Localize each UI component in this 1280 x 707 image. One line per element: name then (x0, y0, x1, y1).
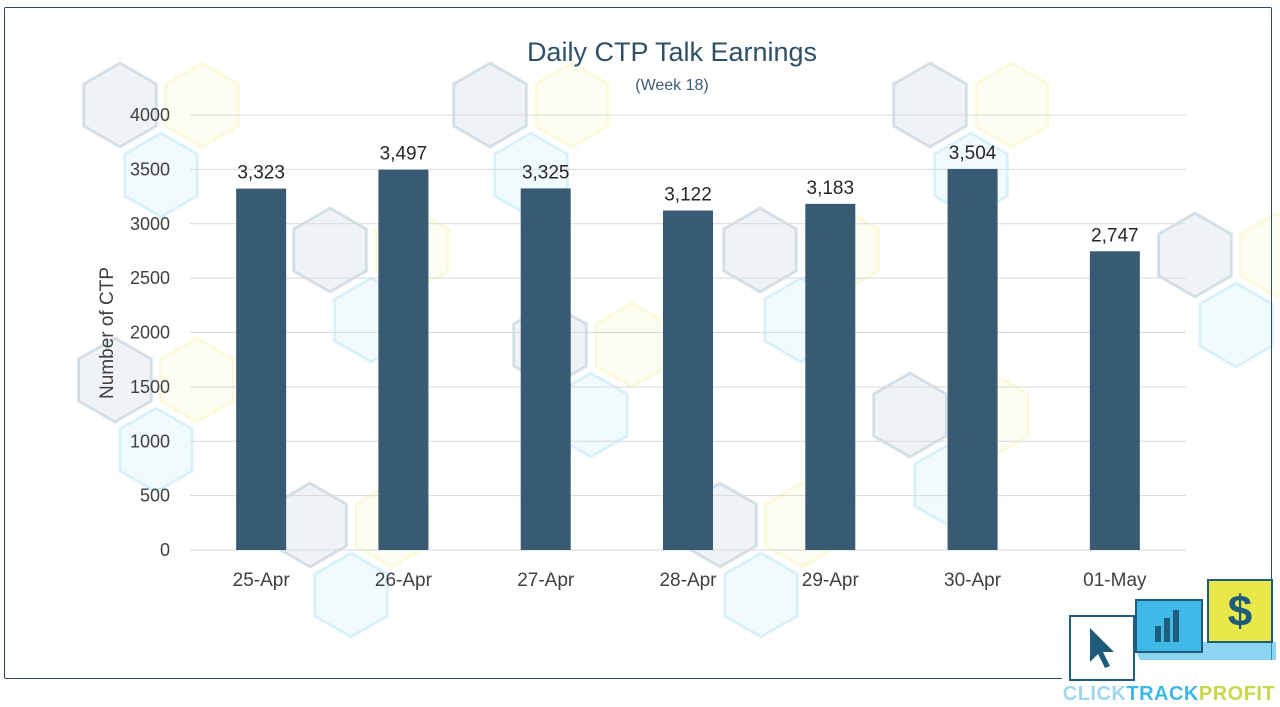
data-label: 3,122 (664, 184, 712, 205)
x-category-label: 25-Apr (233, 570, 291, 591)
chart-title: Daily CTP Talk Earnings (527, 37, 817, 67)
watermark-hexagon (159, 336, 235, 424)
logo-brand-text: CLICKTRACKPROFIT (1063, 683, 1275, 704)
y-tick-label: 1500 (130, 377, 170, 397)
x-category-label: 29-Apr (802, 570, 860, 591)
watermark-hexagon (892, 61, 968, 149)
y-tick-label: 4000 (130, 105, 170, 125)
watermark-hexagon (82, 61, 158, 149)
bar (378, 169, 429, 551)
data-label: 3,183 (807, 178, 855, 199)
watermark-hexagon (164, 61, 240, 149)
bar (236, 188, 287, 550)
data-label: 2,747 (1091, 225, 1139, 246)
x-category-label: 26-Apr (375, 570, 433, 591)
cursor-icon (1090, 628, 1114, 668)
bar (1089, 251, 1140, 551)
watermark-hexagon (313, 551, 389, 639)
x-category-label: 27-Apr (517, 570, 575, 591)
y-axis-label: Number of CTP (97, 267, 118, 399)
data-label: 3,504 (949, 143, 997, 164)
clicktrackprofit-logo: $ CLICKTRACKPROFIT (1062, 579, 1276, 704)
chart-frame (4, 7, 1272, 679)
watermark-hexagon (1239, 211, 1280, 299)
x-category-label: 30-Apr (944, 570, 1002, 591)
data-label: 3,325 (522, 162, 570, 183)
y-tick-label: 0 (160, 540, 170, 560)
x-axis-categories: 25-Apr 26-Apr 27-Apr 28-Apr 29-Apr 30-Apr 01-M… (233, 570, 1147, 591)
y-tick-label: 3500 (130, 159, 170, 179)
data-labels: 3,323 3,497 3,325 3,122 3,183 3,504 2,747 (237, 143, 1138, 246)
logo-brand-track: TRACK (1126, 683, 1199, 704)
bars (236, 168, 1140, 551)
watermark-hexagon (1157, 211, 1233, 299)
watermark-hexagon (452, 61, 528, 149)
watermark-hexagon (722, 206, 798, 294)
x-category-label: 28-Apr (659, 570, 717, 591)
y-tick-label: 500 (140, 486, 170, 506)
watermark-hexagon (123, 131, 199, 219)
watermark-hexagon (1198, 281, 1274, 369)
data-label: 3,497 (380, 144, 428, 165)
watermark-hexagon (292, 206, 368, 294)
watermark-hexagon (77, 336, 153, 424)
chart-subtitle: (Week 18) (635, 77, 709, 94)
bar (805, 203, 856, 550)
watermark-hexagon (534, 61, 610, 149)
bar (520, 188, 571, 550)
watermark-hexagon (118, 406, 194, 494)
y-tick-label: 3000 (130, 214, 170, 234)
y-tick-label: 2500 (130, 268, 170, 288)
y-axis-ticks: 0 500 1000 1500 2000 2500 3000 3500 4000 (130, 105, 170, 560)
bar-chart-icon (1155, 610, 1179, 642)
bar (663, 210, 713, 551)
bar (947, 168, 998, 550)
data-label: 3,323 (237, 163, 285, 184)
dollar-icon: $ (1228, 587, 1252, 636)
x-category-label: 01-May (1083, 570, 1147, 591)
y-tick-label: 1000 (130, 431, 170, 451)
watermark-hexagon (872, 371, 948, 459)
logo-brand-profit: PROFIT (1199, 683, 1275, 704)
dollar-icon-box (1207, 579, 1273, 643)
watermark-hexagon (723, 551, 799, 639)
logo-brand-click: CLICK (1063, 683, 1127, 704)
watermark-hexagon (974, 61, 1050, 149)
y-tick-label: 2000 (130, 323, 170, 343)
